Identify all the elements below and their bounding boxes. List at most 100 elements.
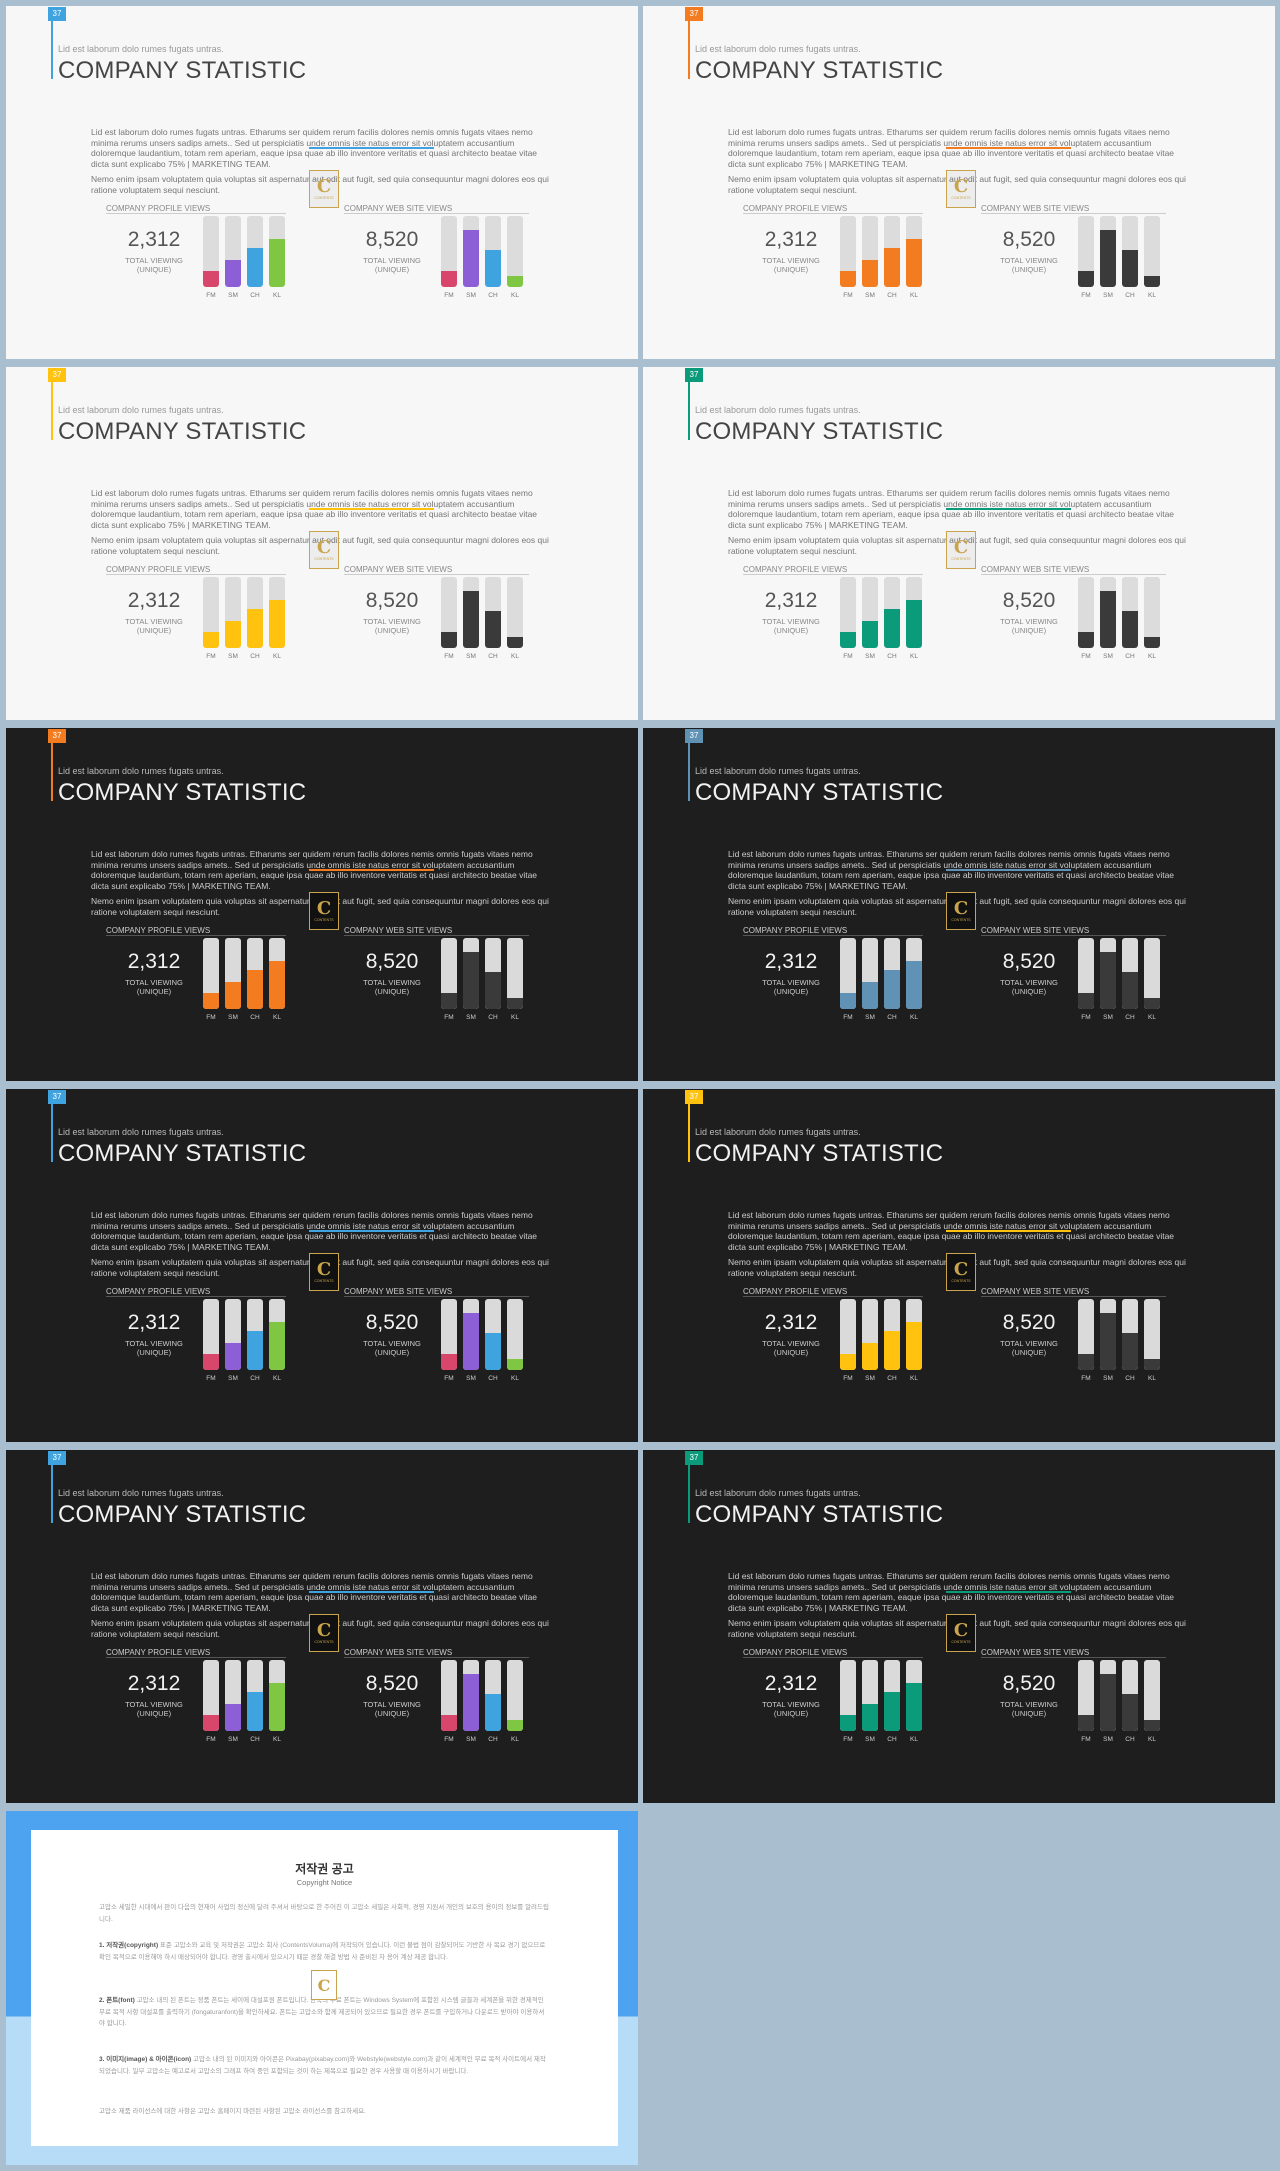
notice-title: 저작권 공고: [295, 1862, 354, 1876]
profile-bar-label: CH: [250, 1014, 260, 1021]
web-bar-label: SM: [1103, 653, 1113, 660]
web-bar-fill: [507, 1720, 523, 1731]
notice-heading-image: 3. 이미지(image) & 아이콘(icon): [99, 2056, 192, 2063]
notice-text-copyright: 표준 고맙소와 교육 및 저작권은 고맙소 회사 (ContentsVoluma…: [99, 1942, 546, 1961]
web-views-caption: TOTAL VIEWING (UNIQUE): [984, 617, 1074, 635]
web-bar-label: KL: [1148, 1375, 1156, 1382]
slide-subtitle: Lid est laborum dolo rumes fugats untras…: [58, 405, 224, 415]
profile-divider: [743, 574, 923, 575]
slide-title: COMPANY STATISTIC: [58, 1140, 307, 1167]
web-bar-sm: [1100, 577, 1116, 648]
web-divider: [981, 1296, 1166, 1297]
profile-bar-label: FM: [206, 1014, 216, 1021]
contents-logo: C CONTENTS: [946, 1253, 976, 1291]
profile-views-label: COMPANY PROFILE VIEWS: [106, 565, 211, 574]
body-paragraph-1: Lid est laborum dolo rumes fugats untras…: [91, 849, 538, 891]
logo-text: CONTENTS: [951, 917, 971, 922]
caption-line-2: (UNIQUE): [136, 626, 172, 635]
web-bar-label: FM: [1081, 1375, 1091, 1382]
profile-bar-fill: [247, 970, 263, 1009]
profile-bar-fill: [203, 632, 219, 648]
body-paragraph-1: Lid est laborum dolo rumes fugats untras…: [728, 849, 1175, 891]
profile-bar-kl: [269, 216, 285, 287]
body-paragraph-1: Lid est laborum dolo rumes fugats untras…: [91, 1210, 538, 1252]
profile-bar-fill: [203, 271, 219, 287]
web-bar-label: KL: [1148, 1014, 1156, 1021]
profile-bar-fill: [269, 961, 285, 1009]
web-bar-label: CH: [1125, 1375, 1135, 1382]
web-bar-fill: [485, 611, 501, 648]
caption-line-2: (UNIQUE): [1011, 265, 1047, 274]
web-bar-fill: [1122, 972, 1138, 1009]
profile-bar-label: CH: [887, 1375, 897, 1382]
profile-bar-sm: [225, 938, 241, 1009]
web-bar-fill: [485, 972, 501, 1009]
logo-text: CONTENTS: [314, 1278, 334, 1283]
web-bar-fill: [441, 993, 457, 1009]
web-bar-kl: [1144, 1299, 1160, 1370]
caption-line-2: (UNIQUE): [374, 1348, 410, 1357]
profile-bar-sm: [862, 216, 878, 287]
profile-bar-label: SM: [865, 292, 875, 299]
logo-letter: C: [953, 1619, 969, 1641]
logo-letter: C: [953, 1258, 969, 1280]
logo-text: CONTENTS: [314, 556, 334, 561]
caption-line-2: (UNIQUE): [136, 1709, 172, 1718]
web-bar-label: KL: [511, 653, 519, 660]
caption-line-2: (UNIQUE): [773, 1348, 809, 1357]
web-bar-fill: [463, 1313, 479, 1370]
slide-1[interactable]: 37 Lid est laborum dolo rumes fugats untr…: [6, 6, 638, 359]
profile-bar-fill: [862, 621, 878, 648]
profile-bar-ch: [884, 1299, 900, 1370]
slide-8[interactable]: 37 Lid est laborum dolo rumes fugats untr…: [643, 1089, 1275, 1442]
profile-views-value: 2,312: [127, 950, 181, 973]
accent-line: [688, 743, 690, 801]
logo-letter: C: [953, 536, 969, 558]
profile-bar-fill: [840, 993, 856, 1009]
web-bar-kl: [507, 577, 523, 648]
slide-3[interactable]: 37 Lid est laborum dolo rumes fugats untr…: [6, 367, 638, 720]
web-bar-label: CH: [1125, 292, 1135, 299]
web-bar-fill: [507, 637, 523, 648]
profile-divider: [743, 213, 923, 214]
web-bar-fill: [507, 276, 523, 287]
notice-text-image: 고맙소 내의 된 이미지와 아이콘은 Pixabay(pixabay.com)와…: [99, 2056, 546, 2075]
web-bar-label: SM: [1103, 292, 1113, 299]
web-bar-fm: [441, 1660, 457, 1731]
profile-bar-label: FM: [843, 292, 853, 299]
caption-line-1: TOTAL VIEWING: [125, 256, 183, 265]
profile-views-label: COMPANY PROFILE VIEWS: [743, 204, 848, 213]
profile-bar-fill: [884, 248, 900, 287]
caption-line-2: (UNIQUE): [1011, 1348, 1047, 1357]
profile-views-label: COMPANY PROFILE VIEWS: [743, 1287, 848, 1296]
profile-views-label: COMPANY PROFILE VIEWS: [743, 926, 848, 935]
accent-line: [51, 1465, 53, 1523]
web-bar-fm: [1078, 1660, 1094, 1731]
body-paragraph-1: Lid est laborum dolo rumes fugats untras…: [91, 1571, 538, 1613]
profile-bar-label: FM: [843, 1736, 853, 1743]
profile-bar-label: CH: [887, 1736, 897, 1743]
slide-title: COMPANY STATISTIC: [695, 1140, 944, 1167]
profile-bar-label: FM: [206, 1736, 216, 1743]
profile-bar-fill: [840, 1354, 856, 1370]
notice-text-font: 고맙소 내의 된 폰트는 정품 폰트는 세이에 대설포원 폰트입니다. 한국의 …: [99, 1997, 545, 2027]
slide-5[interactable]: 37 Lid est laborum dolo rumes fugats untr…: [6, 728, 638, 1081]
slide-10[interactable]: 37 Lid est laborum dolo rumes fugats untr…: [643, 1450, 1275, 1803]
slide-7[interactable]: 37 Lid est laborum dolo rumes fugats untr…: [6, 1089, 638, 1442]
slide-number: 37: [48, 729, 66, 743]
caption-line-2: (UNIQUE): [374, 1709, 410, 1718]
web-bar-fm: [1078, 216, 1094, 287]
web-views-value: 8,520: [365, 1311, 419, 1334]
slide-2[interactable]: 37 Lid est laborum dolo rumes fugats untr…: [643, 6, 1275, 359]
profile-bar-fill: [906, 1322, 922, 1370]
slide-6[interactable]: 37 Lid est laborum dolo rumes fugats untr…: [643, 728, 1275, 1081]
logo-text: CONTENTS: [314, 195, 334, 200]
caption-line-1: TOTAL VIEWING: [762, 978, 820, 987]
slide-subtitle: Lid est laborum dolo rumes fugats untras…: [695, 405, 861, 415]
caption-line-2: (UNIQUE): [1011, 1709, 1047, 1718]
web-bar-sm: [1100, 216, 1116, 287]
body-paragraph-2: Nemo enim ipsam voluptatem quia voluptas…: [91, 535, 549, 556]
slide-4[interactable]: 37 Lid est laborum dolo rumes fugats untr…: [643, 367, 1275, 720]
slide-9[interactable]: 37 Lid est laborum dolo rumes fugats untr…: [6, 1450, 638, 1803]
profile-views-value: 2,312: [764, 1311, 818, 1334]
